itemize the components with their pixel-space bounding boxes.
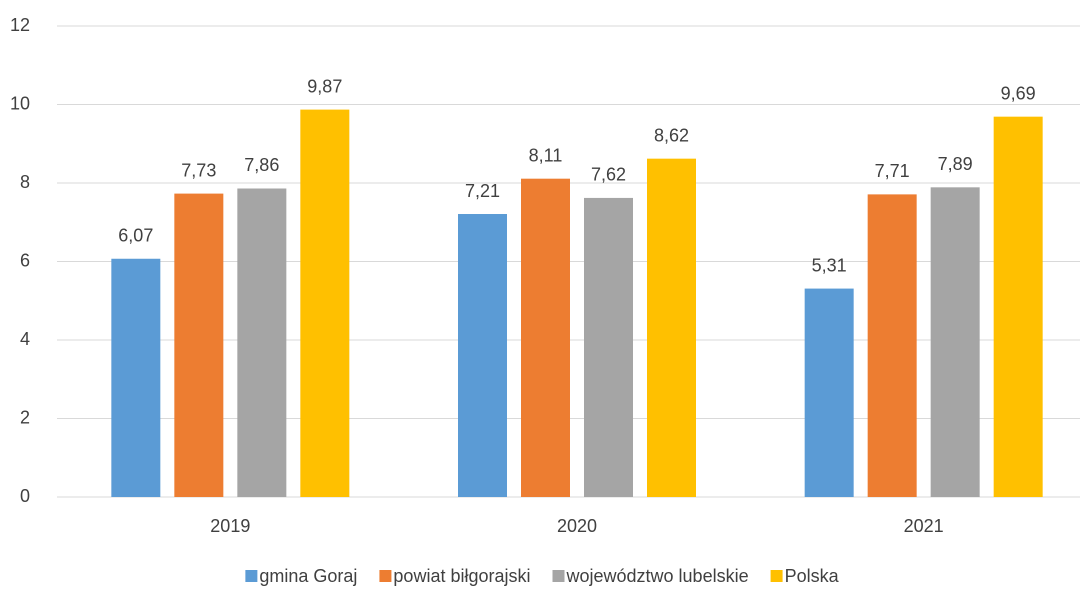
bar (521, 178, 570, 497)
data-label: 7,89 (938, 154, 973, 174)
data-label: 5,31 (812, 255, 847, 275)
bar (111, 258, 161, 497)
bar (237, 188, 287, 497)
bar (867, 194, 917, 497)
y-tick-label: 12 (10, 15, 30, 35)
data-label: 7,71 (875, 161, 910, 181)
data-label: 9,87 (307, 76, 342, 96)
legend-swatch (379, 570, 392, 582)
legend-label: województwo lubelskie (566, 566, 749, 586)
x-tick-label: 2019 (210, 516, 250, 536)
x-tick-label: 2020 (557, 516, 597, 536)
data-label: 7,73 (181, 160, 216, 180)
y-tick-label: 8 (20, 172, 30, 192)
x-tick-label: 2021 (904, 516, 944, 536)
data-label: 7,62 (591, 165, 626, 185)
y-tick-label: 10 (10, 93, 30, 113)
y-tick-label: 2 (20, 407, 30, 427)
bar (584, 197, 633, 498)
data-label: 7,21 (465, 181, 500, 201)
data-label: 8,62 (654, 125, 689, 145)
y-tick-label: 0 (20, 486, 30, 506)
data-label: 8,11 (529, 145, 563, 165)
legend-swatch (552, 570, 565, 582)
bar (930, 187, 980, 497)
data-label: 7,86 (244, 155, 279, 175)
bar (647, 158, 696, 498)
bar (458, 214, 507, 497)
bar (993, 116, 1043, 497)
legend-label: Polska (785, 566, 840, 586)
bar (804, 288, 854, 497)
bar (300, 109, 350, 497)
legend-swatch (245, 570, 258, 582)
legend-swatch (770, 570, 783, 582)
data-label: 6,07 (118, 226, 153, 246)
legend-label: powiat biłgorajski (393, 566, 530, 586)
bar (174, 193, 224, 497)
data-label: 9,69 (1001, 83, 1036, 103)
y-tick-label: 4 (20, 329, 30, 349)
y-tick-label: 6 (20, 250, 30, 270)
legend-label: gmina Goraj (259, 566, 357, 586)
